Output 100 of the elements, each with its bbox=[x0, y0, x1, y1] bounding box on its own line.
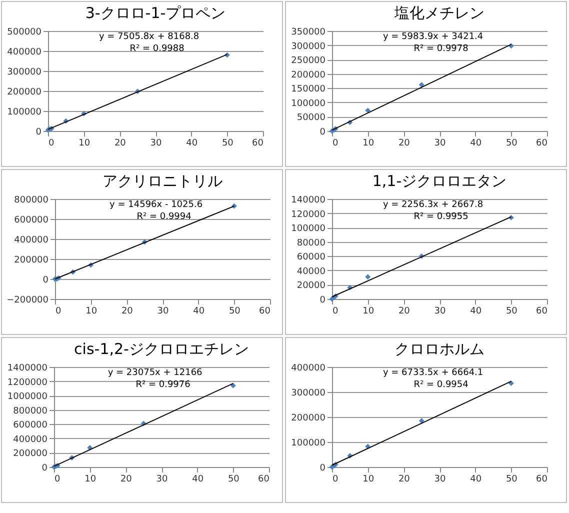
annotation: R² = 0.9955 bbox=[414, 212, 468, 222]
y-tick-label: 400000 bbox=[291, 364, 326, 374]
x-tick-label: 10 bbox=[362, 306, 374, 316]
chart-title: 塩化メチレン bbox=[394, 4, 484, 22]
y-tick-label: 0 bbox=[320, 128, 326, 138]
x-tick-label: 60 bbox=[536, 474, 548, 484]
y-tick-label: 500000 bbox=[7, 28, 42, 38]
y-tick-label: 300000 bbox=[7, 68, 42, 78]
y-tick-label: 400000 bbox=[7, 48, 42, 58]
x-tick-label: 40 bbox=[186, 138, 198, 148]
x-tick-label: 40 bbox=[470, 138, 482, 148]
x-tick-label: 40 bbox=[470, 474, 482, 484]
y-tick-label: 1400000 bbox=[7, 364, 48, 374]
annotation: R² = 0.9994 bbox=[136, 212, 192, 222]
y-tick-label: 400000 bbox=[14, 236, 49, 246]
x-tick-label: 10 bbox=[362, 138, 374, 148]
annotation: y = 6733.5x + 6664.1 bbox=[382, 368, 484, 378]
x-tick-label: 50 bbox=[506, 138, 518, 148]
annotation: y = 23075x + 12166 bbox=[108, 368, 203, 378]
y-tick-label: 300000 bbox=[291, 388, 326, 398]
x-tick-label: 50 bbox=[506, 474, 518, 484]
y-tick-label: 600000 bbox=[13, 420, 48, 431]
x-tick-label: 0 bbox=[332, 138, 338, 148]
y-tick-label: 100000 bbox=[291, 98, 326, 109]
x-tick-label: 40 bbox=[192, 474, 204, 484]
chart-title: 3-クロロ-1-プロペン bbox=[85, 4, 226, 22]
x-tick-label: 30 bbox=[150, 138, 162, 148]
x-tick-label: 10 bbox=[78, 138, 90, 148]
y-tick-label: 0 bbox=[42, 276, 49, 286]
x-tick-label: 10 bbox=[362, 474, 374, 484]
x-tick-label: 10 bbox=[84, 474, 96, 484]
annotation: y = 14596x - 1025.6 bbox=[110, 200, 203, 210]
x-tick-label: 0 bbox=[332, 474, 338, 484]
x-tick-label: 50 bbox=[506, 306, 518, 316]
x-tick-label: 20 bbox=[114, 138, 126, 148]
y-tick-label: 120000 bbox=[291, 210, 326, 220]
x-tick-label: 50 bbox=[228, 474, 240, 484]
y-tick-label: −200000 bbox=[6, 296, 49, 306]
y-tick-label: 0 bbox=[36, 128, 42, 138]
y-tick-label: 800000 bbox=[13, 406, 48, 416]
x-tick-label: 60 bbox=[252, 138, 264, 148]
y-tick-label: 0 bbox=[42, 464, 48, 474]
x-tick-label: 10 bbox=[86, 306, 98, 316]
y-tick-label: 150000 bbox=[291, 84, 326, 95]
y-tick-label: 200000 bbox=[7, 88, 42, 98]
y-tick-label: 80000 bbox=[296, 238, 326, 248]
y-tick-label: 60000 bbox=[296, 252, 326, 263]
y-tick-label: 400000 bbox=[13, 434, 48, 445]
annotation: R² = 0.9976 bbox=[136, 380, 191, 390]
x-tick-label: 60 bbox=[259, 306, 271, 316]
x-tick-label: 60 bbox=[536, 138, 548, 148]
x-tick-label: 20 bbox=[398, 474, 410, 484]
x-tick-label: 50 bbox=[222, 138, 234, 148]
annotation: y = 2256.3x + 2667.8 bbox=[382, 200, 484, 210]
x-tick-label: 30 bbox=[434, 138, 446, 148]
y-tick-label: 100000 bbox=[291, 224, 326, 234]
y-tick-label: 50000 bbox=[296, 113, 326, 124]
x-tick-label: 60 bbox=[536, 306, 548, 316]
annotation: y = 5983.9x + 3421.4 bbox=[382, 32, 484, 42]
y-tick-label: 0 bbox=[320, 464, 326, 474]
y-tick-label: 140000 bbox=[291, 196, 326, 206]
x-tick-label: 0 bbox=[56, 306, 62, 316]
x-tick-label: 30 bbox=[434, 306, 446, 316]
x-tick-label: 0 bbox=[332, 306, 338, 316]
chart-title: cis-1,2-ジクロロエチレン bbox=[74, 340, 249, 358]
x-tick-label: 0 bbox=[54, 474, 60, 484]
y-tick-label: 600000 bbox=[14, 216, 49, 226]
y-tick-label: 0 bbox=[320, 296, 326, 306]
x-tick-label: 40 bbox=[470, 306, 482, 316]
y-tick-label: 250000 bbox=[291, 56, 326, 66]
annotation: y = 7505.8x + 8168.8 bbox=[98, 32, 200, 42]
y-tick-label: 200000 bbox=[14, 256, 49, 266]
y-tick-label: 800000 bbox=[14, 196, 49, 206]
x-tick-label: 30 bbox=[434, 474, 446, 484]
x-tick-label: 50 bbox=[228, 306, 241, 316]
y-tick-label: 100000 bbox=[7, 108, 42, 118]
annotation: R² = 0.9978 bbox=[414, 44, 469, 54]
y-tick-label: 100000 bbox=[291, 438, 326, 448]
y-tick-label: 350000 bbox=[291, 28, 326, 38]
y-tick-label: 1200000 bbox=[7, 378, 48, 388]
annotation: R² = 0.9954 bbox=[414, 380, 469, 390]
y-tick-label: 200000 bbox=[291, 414, 326, 424]
y-tick-label: 40000 bbox=[296, 266, 326, 277]
x-tick-label: 20 bbox=[120, 474, 132, 484]
annotation: R² = 0.9988 bbox=[130, 44, 185, 54]
y-tick-label: 300000 bbox=[291, 42, 326, 52]
x-tick-label: 20 bbox=[398, 306, 410, 316]
x-tick-label: 40 bbox=[193, 306, 205, 316]
x-tick-label: 30 bbox=[157, 306, 169, 316]
x-tick-label: 20 bbox=[398, 138, 410, 148]
x-tick-label: 20 bbox=[121, 306, 134, 316]
y-tick-label: 200000 bbox=[13, 449, 48, 460]
chart-title: 1,1-ジクロロエタン bbox=[372, 172, 507, 190]
chart-title: クロロホルム bbox=[394, 340, 484, 358]
y-tick-label: 1000000 bbox=[7, 392, 48, 402]
y-tick-label: 200000 bbox=[291, 70, 326, 80]
x-tick-label: 30 bbox=[156, 474, 168, 484]
y-tick-label: 20000 bbox=[296, 281, 326, 292]
chart-title: アクリロニトリル bbox=[102, 172, 222, 190]
x-tick-label: 60 bbox=[258, 474, 270, 484]
